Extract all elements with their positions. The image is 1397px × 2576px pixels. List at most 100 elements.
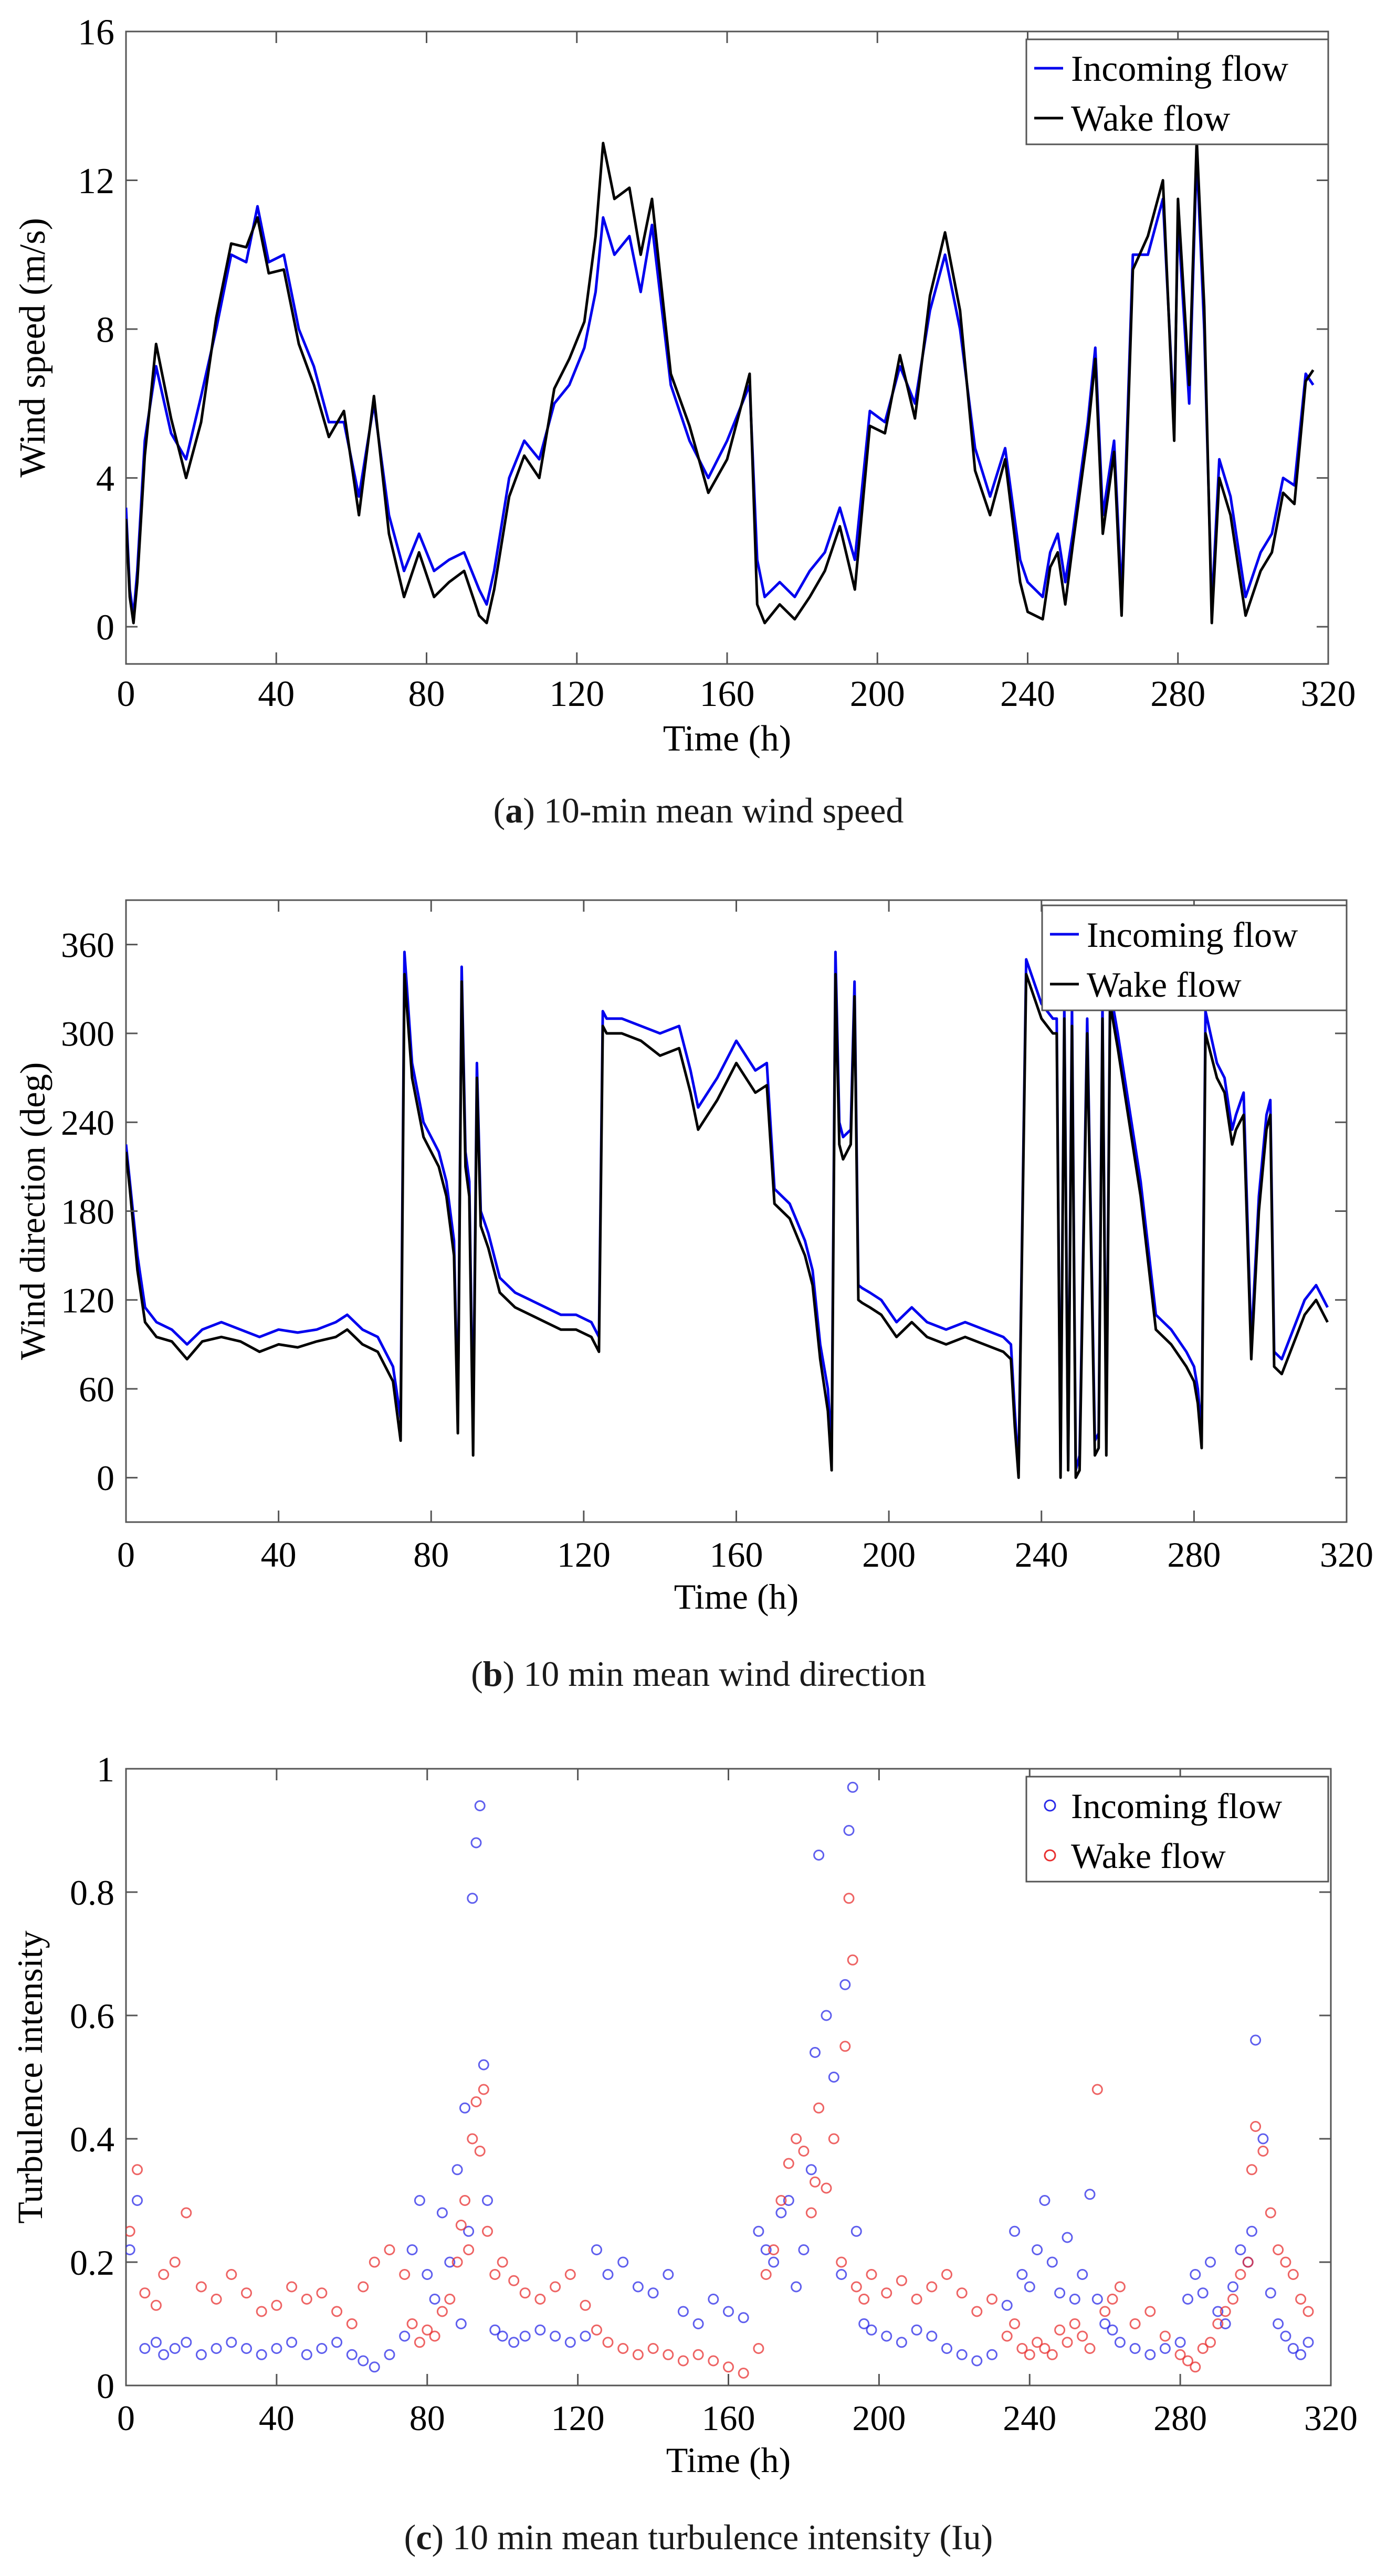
legend-label-wake: Wake flow <box>1071 1836 1226 1876</box>
scatter-point-incoming <box>866 2324 877 2336</box>
scatter-point-wake <box>1159 2330 1171 2342</box>
y-axis-label: Wind speed (m/s) <box>13 218 53 478</box>
x-tick-label: 120 <box>549 674 604 714</box>
scatter-point-incoming <box>1190 2269 1201 2280</box>
scatter-point-wake <box>1174 2349 1186 2360</box>
y-tick-label: 60 <box>79 1369 114 1409</box>
scatter-point-wake <box>663 2349 674 2360</box>
caption-b-text: 10 min mean wind direction <box>514 1654 926 1694</box>
scatter-point-wake <box>1287 2269 1299 2280</box>
scatter-point-incoming <box>1280 2330 1291 2342</box>
scatter-point-incoming <box>723 2306 734 2317</box>
scatter-point-wake <box>1084 2343 1096 2354</box>
x-tick-label: 240 <box>1003 2398 1056 2438</box>
scatter-point-incoming <box>617 2256 629 2268</box>
scatter-point-wake <box>497 2256 508 2268</box>
scatter-point-incoming <box>1039 2195 1051 2206</box>
scatter-point-wake <box>708 2355 719 2367</box>
scatter-point-incoming <box>384 2349 395 2360</box>
scatter-point-wake <box>301 2294 312 2305</box>
y-tick-label: 1 <box>97 1749 114 1789</box>
scatter-point-wake <box>564 2269 576 2280</box>
scatter-point-incoming <box>1062 2232 1073 2243</box>
scatter-point-incoming <box>550 2330 561 2342</box>
scatter-point-wake <box>881 2287 892 2299</box>
y-tick-label: 0.2 <box>70 2243 114 2283</box>
scatter-point-incoming <box>422 2269 433 2280</box>
scatter-point-incoming <box>406 2244 418 2255</box>
scatter-point-incoming <box>455 2318 467 2329</box>
caption-b: (b) 10 min mean wind direction <box>471 1654 926 1694</box>
scatter-point-incoming <box>358 2355 369 2367</box>
y-tick-label: 16 <box>78 13 114 53</box>
x-tick-label: 0 <box>117 2398 135 2438</box>
scatter-point-incoming <box>256 2349 267 2360</box>
scatter-point-incoming <box>139 2343 151 2354</box>
legend-label-wake: Wake flow <box>1071 99 1231 139</box>
scatter-point-wake <box>331 2306 343 2317</box>
scatter-point-wake <box>1114 2281 1126 2293</box>
scatter-point-incoming <box>1246 2225 1257 2237</box>
scatter-point-incoming <box>1091 2294 1103 2305</box>
scatter-point-wake <box>1099 2306 1111 2317</box>
legend: Incoming flow Wake flow <box>1025 38 1329 145</box>
scatter-point-incoming <box>132 2195 143 2206</box>
scatter-point-wake <box>132 2164 143 2176</box>
scatter-point-wake <box>482 2225 493 2237</box>
scatter-point-wake <box>783 2158 794 2169</box>
scatter-point-incoming <box>399 2330 411 2342</box>
scatter-point-wake <box>459 2195 470 2206</box>
scatter-point-incoming <box>1032 2244 1043 2255</box>
scatter-point-wake <box>1032 2337 1043 2348</box>
scatter-point-incoming <box>519 2330 531 2342</box>
scatter-point-incoming <box>926 2330 938 2342</box>
x-tick-label: 240 <box>1015 1535 1068 1575</box>
scatter-point-wake <box>843 1893 855 1904</box>
scatter-point-incoming <box>971 2355 983 2367</box>
chart-wind-speed: 0 40 80 120 160 200 240 280 320 0 4 8 12 16 Time (h) Wi… <box>13 13 1356 759</box>
scatter-point-incoming <box>783 2195 794 2206</box>
scatter-point-wake <box>677 2355 689 2367</box>
scatter-point-incoming <box>828 2072 839 2083</box>
scatter-point-wake <box>836 2256 847 2268</box>
scatter-point-wake <box>422 2324 433 2336</box>
scatter-point-incoming <box>941 2343 952 2354</box>
scatter-point-incoming <box>1287 2343 1299 2354</box>
scatter-point-incoming <box>602 2269 614 2280</box>
scatter-point-incoming <box>1016 2269 1028 2280</box>
scatter-point-incoming <box>478 2059 489 2071</box>
scatter-point-incoming <box>580 2330 591 2342</box>
scatter-point-incoming <box>369 2361 380 2373</box>
scatter-point-wake <box>1295 2294 1307 2305</box>
scatter-point-wake <box>692 2349 704 2360</box>
scatter-point-incoming <box>708 2294 719 2305</box>
scatter-point-incoming <box>1303 2337 1314 2348</box>
scatter-point-wake <box>406 2318 418 2329</box>
scatter-point-incoming <box>986 2349 997 2360</box>
scatter-point-incoming <box>181 2337 192 2348</box>
x-tick-label: 280 <box>1167 1535 1221 1575</box>
y-tick-label: 0 <box>97 1458 114 1498</box>
scatter-point-wake <box>1280 2256 1291 2268</box>
scatter-point-wake <box>591 2324 602 2336</box>
x-tick-label: 320 <box>1320 1535 1373 1575</box>
scatter-point-wake <box>602 2337 614 2348</box>
scatter-point-wake <box>1001 2330 1013 2342</box>
scatter-point-incoming <box>1114 2337 1126 2348</box>
scatter-point-wake <box>399 2269 411 2280</box>
scatter-point-incoming <box>451 2164 463 2176</box>
scatter-point-wake <box>158 2269 170 2280</box>
x-tick-label: 160 <box>702 2398 755 2438</box>
scatter-point-incoming <box>1001 2299 1013 2311</box>
scatter-point-incoming <box>805 2164 817 2176</box>
scatter-point-wake <box>256 2306 267 2317</box>
x-axis-label: Time (h) <box>663 719 791 759</box>
legend-swatch-wake <box>1044 1849 1056 1862</box>
scatter-point-incoming <box>463 2225 475 2237</box>
scatter-point-wake <box>139 2287 151 2299</box>
scatter-point-incoming <box>1182 2294 1193 2305</box>
scatter-point-incoming <box>331 2337 343 2348</box>
scatter-point-wake <box>813 2102 825 2114</box>
x-tick-label: 280 <box>1153 2398 1207 2438</box>
